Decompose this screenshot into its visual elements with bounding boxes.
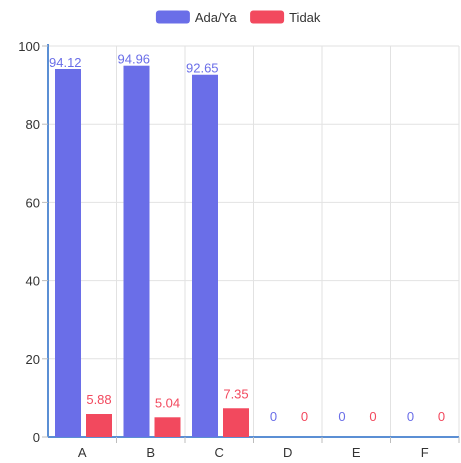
y-tick-label: 80 [26,117,40,132]
legend-label: Ada/Ya [195,10,237,25]
bar-ada-ya [55,68,81,438]
data-label: 0 [301,409,308,424]
bar-tidak [154,417,181,437]
x-tick-label: F [421,445,429,458]
bars [55,65,249,438]
y-tick-label: 20 [26,352,40,367]
data-label: 0 [270,409,277,424]
data-label: 94.96 [118,52,151,67]
data-label: 0 [438,409,445,424]
data-label: 5.04 [155,395,180,410]
legend-swatch [250,10,285,24]
y-tick-label: 100 [18,39,40,54]
data-label: 94.12 [49,55,82,70]
y-tick-label: 0 [33,430,40,445]
x-axis-ticks: A B C D E F [78,437,460,460]
data-label: 0 [338,409,345,424]
data-label: 7.35 [223,386,248,401]
data-labels: 94.12 5.88 94.96 5.04 92.65 7.35 0 0 0 0 0 0 [49,52,445,424]
legend-label: Tidak [289,10,321,25]
data-label: 92.65 [186,61,219,76]
bar-tidak [223,408,249,437]
y-axis-ticks: 0 20 40 60 80 100 [18,39,48,445]
x-tick-label: A [78,445,87,458]
data-label: 0 [369,409,376,424]
x-tick-label: B [146,445,155,458]
y-tick-label: 60 [26,195,40,210]
legend: Ada/Ya Tidak [155,10,321,25]
data-label: 0 [407,409,414,424]
y-tick-label: 40 [26,274,40,289]
bar-ada-ya [192,74,218,438]
bar-tidak [86,414,112,437]
data-label: 5.88 [86,392,111,407]
x-tick-label: D [283,445,292,458]
x-tick-label: C [215,445,224,458]
legend-swatch [155,10,190,24]
grid-lines [48,45,460,437]
bar-ada-ya [123,65,150,438]
x-tick-label: E [352,445,361,458]
